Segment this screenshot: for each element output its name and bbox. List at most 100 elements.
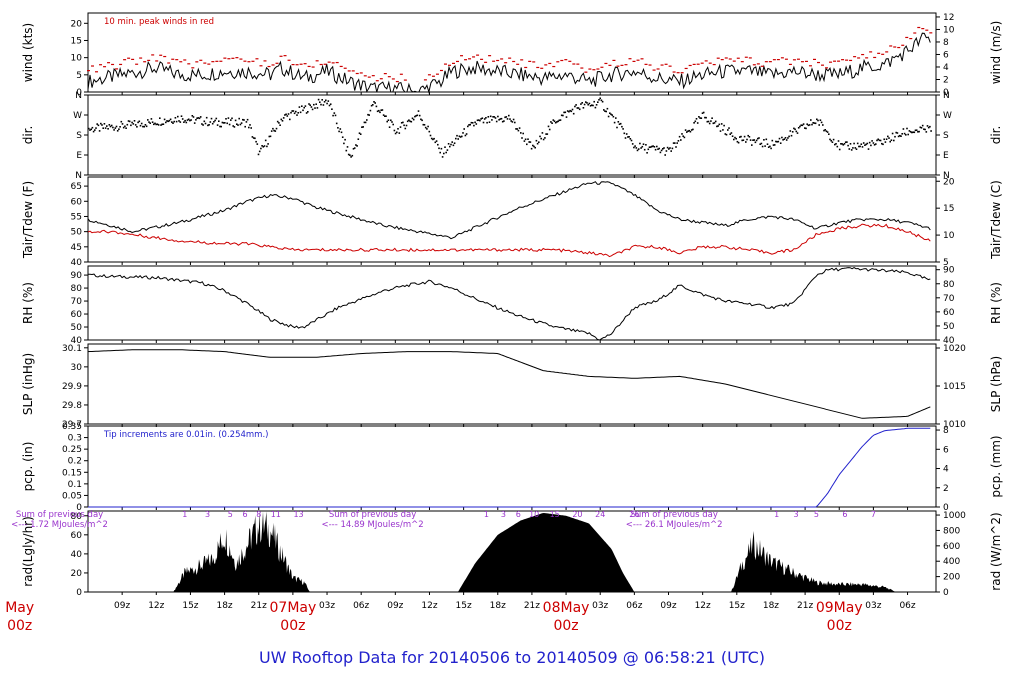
dir-point — [126, 123, 129, 126]
xtick-label: 21z — [797, 601, 813, 611]
dir-point — [799, 125, 801, 128]
dir-point — [382, 114, 385, 116]
dir-point — [889, 140, 891, 143]
dir-point — [882, 143, 884, 146]
xtick-label: 12z — [421, 601, 437, 611]
ytick-label: 0.05 — [62, 491, 82, 501]
dir-point — [258, 150, 261, 153]
dir-point — [572, 112, 575, 115]
dir-point — [183, 121, 185, 123]
dir-point — [385, 115, 387, 117]
dir-point — [657, 148, 659, 150]
dir-point — [641, 145, 644, 148]
dir-point — [233, 126, 236, 128]
dir-point — [492, 116, 494, 118]
dir-point — [668, 148, 670, 150]
dir-point — [523, 140, 526, 142]
dir-point — [441, 156, 444, 158]
dir-point — [538, 141, 540, 143]
dir-point — [432, 138, 434, 141]
dir-point — [911, 131, 913, 134]
dir-point — [366, 119, 368, 121]
dir-point — [243, 119, 245, 121]
dir-point — [477, 119, 480, 121]
dir-point — [192, 116, 195, 118]
dir-point — [282, 117, 285, 119]
hour-mark: 20 — [572, 510, 582, 519]
dir-point — [353, 147, 356, 149]
dir-point — [805, 127, 807, 130]
dir-point — [693, 122, 695, 124]
dir-point — [292, 110, 295, 112]
hour-mark: 13 — [293, 510, 303, 519]
dir-point — [635, 147, 638, 149]
dir-point — [801, 124, 804, 127]
dir-point — [204, 122, 207, 125]
ylabel-left: dir. — [21, 126, 35, 145]
dir-point — [173, 120, 175, 123]
xtick-label: 18z — [490, 601, 506, 611]
dir-point — [789, 130, 792, 132]
dir-point — [634, 145, 636, 147]
dir-point — [566, 110, 569, 112]
dir-point — [216, 124, 219, 126]
dir-point — [868, 141, 871, 144]
dir-point — [847, 144, 849, 147]
dir-point — [600, 99, 603, 102]
dir-point — [396, 131, 398, 134]
dir-point — [515, 128, 517, 130]
ylabel-left: rad(Lgly/hr) — [21, 516, 35, 587]
dir-point — [835, 143, 837, 145]
ytick-right-label: 1010 — [943, 420, 966, 430]
dir-point — [224, 122, 226, 124]
ytick-label: 30.1 — [62, 344, 82, 354]
ytick-label: 5 — [76, 71, 82, 81]
dir-point — [558, 119, 561, 122]
dir-point — [599, 97, 601, 100]
dir-point — [842, 144, 845, 146]
hour-mark: 6 — [243, 510, 248, 519]
dir-point — [719, 130, 722, 132]
dir-point — [187, 118, 190, 121]
ytick-label: 40 — [71, 550, 83, 560]
dir-point — [735, 137, 737, 140]
dir-point — [98, 130, 101, 132]
dir-point — [862, 142, 865, 144]
dir-point — [763, 139, 765, 141]
dir-point — [303, 106, 305, 109]
dir-point — [356, 145, 358, 147]
dir-point — [167, 120, 169, 123]
dir-point — [178, 120, 180, 122]
dir-point — [787, 137, 789, 139]
dir-point — [834, 143, 836, 146]
dir-point — [664, 154, 666, 156]
dir-point — [914, 129, 917, 132]
dir-point — [795, 130, 798, 133]
dir-point — [343, 142, 345, 145]
dir-point — [527, 138, 529, 140]
dir-point — [261, 145, 263, 147]
dir-point — [130, 124, 132, 127]
dir-point — [177, 115, 179, 118]
dir-point — [122, 126, 125, 129]
dir-point — [565, 116, 568, 118]
dir-point — [912, 131, 914, 133]
dir-point — [91, 126, 94, 129]
dir-point — [930, 130, 932, 132]
dir-point — [796, 132, 799, 134]
ylabel-right: dir. — [989, 126, 1003, 145]
dir-point — [733, 138, 735, 141]
dir-point — [545, 133, 547, 135]
dir-point — [113, 129, 115, 131]
dir-point — [198, 117, 201, 120]
dir-point — [471, 122, 474, 124]
dir-point — [112, 126, 114, 129]
dir-point — [706, 120, 709, 123]
dir-point — [777, 140, 780, 143]
ytick-right-label: 0 — [943, 503, 949, 513]
dir-point — [323, 101, 326, 103]
dir-point — [629, 138, 632, 140]
dir-point — [873, 144, 876, 146]
dir-point — [142, 125, 144, 128]
